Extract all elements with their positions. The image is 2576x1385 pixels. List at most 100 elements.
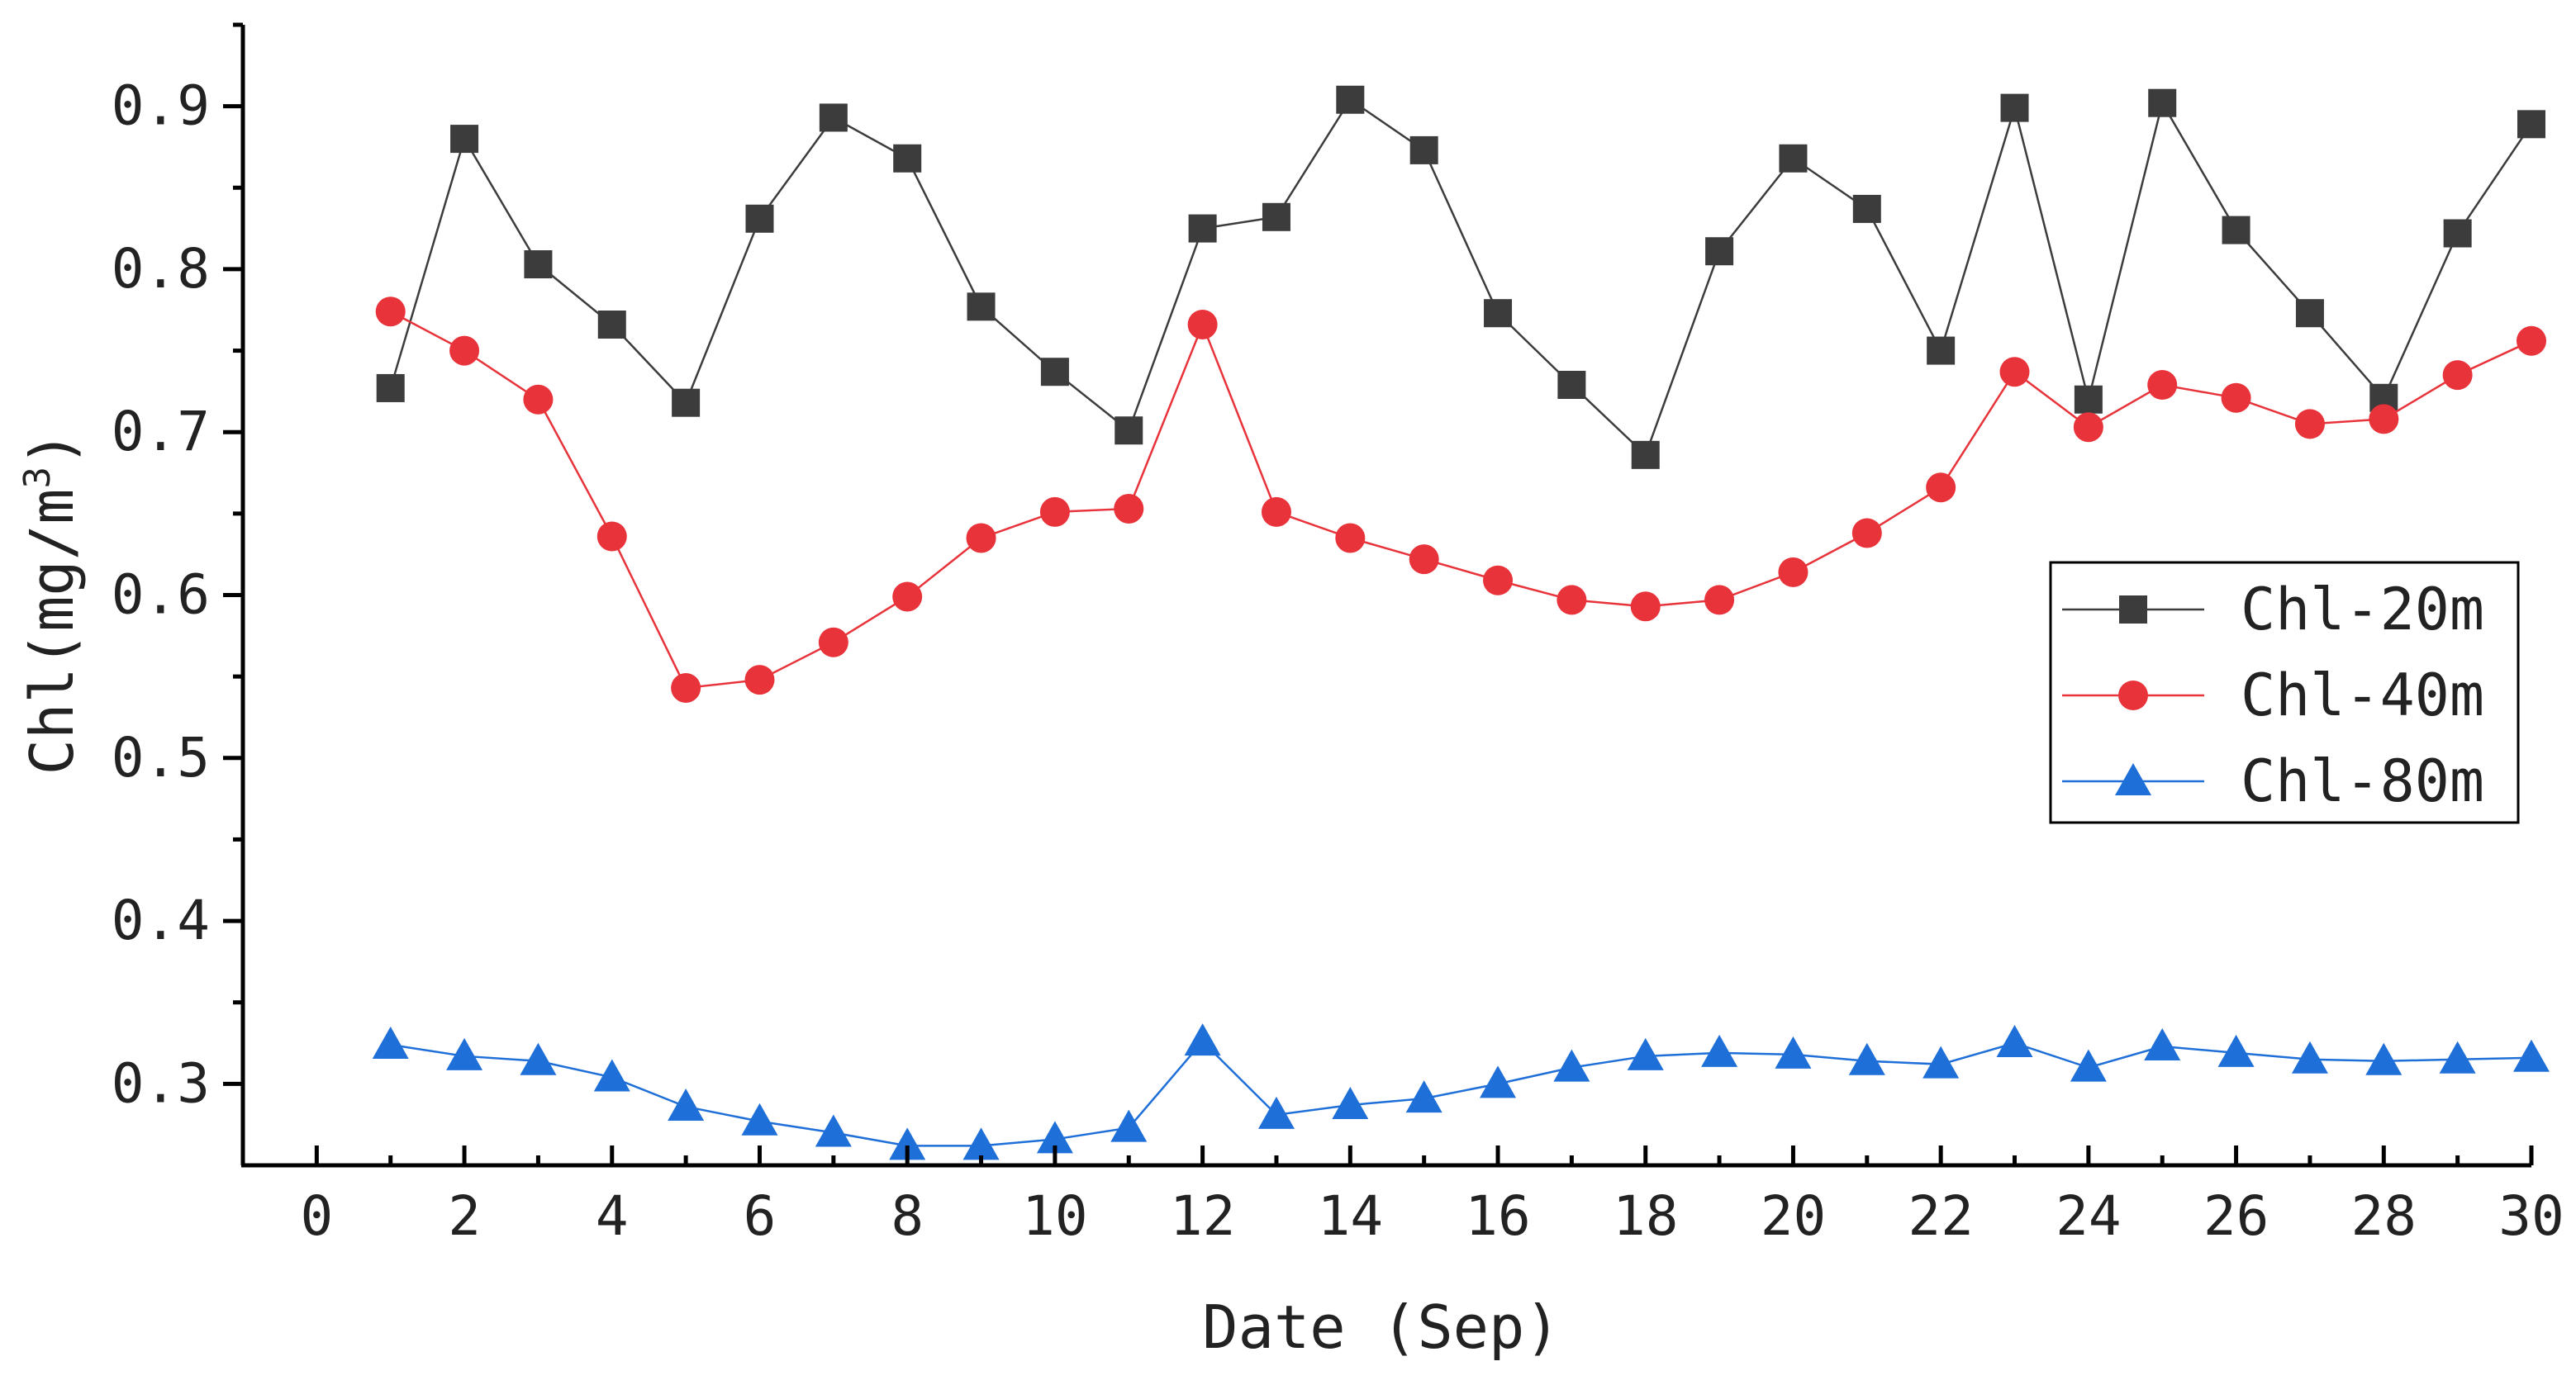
data-point	[1336, 85, 1365, 114]
data-point	[1261, 496, 1291, 527]
x-ticks: 0 2 4 6 8 10 12 14 16 18 20 22 24 26 28 30	[300, 1145, 2564, 1248]
data-point	[1484, 299, 1513, 328]
data-point	[744, 665, 775, 695]
data-point	[2365, 1042, 2403, 1075]
data-point	[892, 581, 923, 612]
data-point	[1851, 518, 1882, 548]
data-point	[2513, 1039, 2550, 1072]
series-line	[390, 1040, 2532, 1147]
data-point	[2439, 1041, 2476, 1074]
data-point	[2517, 110, 2545, 139]
y-ticks: 0.3 0.4 0.5 0.6 0.7 0.8 0.9	[112, 22, 243, 1115]
data-point	[1114, 493, 1144, 524]
legend-marker	[2119, 595, 2147, 624]
legend-label: Chl-40m	[2241, 662, 2484, 729]
data-point	[1335, 523, 1366, 553]
data-point	[741, 1103, 778, 1136]
data-point	[818, 627, 848, 657]
data-point	[1704, 585, 1735, 615]
data-point	[1036, 1121, 1073, 1154]
x-tick-label: 12	[1170, 1184, 1235, 1248]
data-point	[1188, 214, 1217, 243]
data-point	[1705, 237, 1734, 266]
data-point	[376, 373, 405, 402]
data-point	[1332, 1087, 1369, 1120]
y-axis-title-base: Chl(mg/m	[17, 489, 87, 776]
legend-entry: Chl-40m	[2062, 662, 2484, 729]
legend-label: Chl-80m	[2241, 747, 2484, 815]
legend-label: Chl-20m	[2241, 576, 2484, 643]
data-point	[2221, 382, 2251, 413]
data-point	[2222, 216, 2250, 244]
data-point	[2217, 1034, 2255, 1067]
data-point	[2295, 299, 2324, 328]
data-point	[1779, 144, 1808, 173]
data-point	[1184, 1023, 1221, 1056]
data-point	[2517, 325, 2546, 356]
x-tick-label: 18	[1613, 1184, 1678, 1248]
data-point	[597, 311, 626, 339]
legend-entry: Chl-20m	[2062, 576, 2484, 643]
data-point	[815, 1114, 852, 1147]
data-point	[2144, 1027, 2181, 1060]
series-Chl-80m	[372, 1023, 2550, 1160]
data-point	[671, 672, 701, 703]
x-tick-label: 2	[448, 1184, 481, 1248]
data-point	[1480, 1065, 1517, 1098]
legend-entries: Chl-20m Chl-40m Chl-80m	[2062, 576, 2484, 815]
data-point	[1557, 585, 1587, 615]
legend-marker	[2118, 681, 2148, 710]
data-point	[596, 521, 627, 552]
data-point	[672, 388, 701, 417]
series-Chl-40m	[375, 296, 2546, 703]
legend-marker	[2115, 763, 2151, 795]
data-point	[2291, 1041, 2328, 1074]
x-tick-label: 6	[744, 1184, 777, 1248]
x-axis-title: Date (Sep)	[1202, 1293, 1560, 1362]
y-tick-label: 0.9	[112, 74, 210, 138]
legend: Chl-20m Chl-40m Chl-80m	[2049, 561, 2520, 824]
data-point	[1115, 416, 1143, 445]
data-point	[2443, 219, 2472, 248]
data-point	[1262, 202, 1290, 231]
x-tick-label: 4	[596, 1184, 629, 1248]
data-point	[523, 384, 554, 415]
data-point	[2148, 88, 2177, 117]
y-tick-label: 0.4	[112, 889, 210, 952]
data-point	[1631, 440, 1660, 469]
data-point	[893, 144, 922, 173]
data-point	[1483, 565, 1514, 595]
x-tick-label: 16	[1465, 1184, 1530, 1248]
data-point	[372, 1027, 409, 1060]
x-tick-label: 14	[1318, 1184, 1383, 1248]
series-line	[389, 97, 2533, 458]
data-point	[745, 204, 774, 233]
x-tick-label: 8	[891, 1184, 924, 1248]
data-point	[2074, 385, 2103, 414]
data-point	[524, 250, 553, 279]
data-point	[1852, 194, 1881, 223]
y-tick-label: 0.8	[112, 237, 210, 301]
data-point	[1996, 1025, 2033, 1058]
x-tick-label: 26	[2203, 1184, 2269, 1248]
y-tick-label: 0.5	[112, 726, 210, 790]
data-point	[668, 1088, 705, 1121]
data-point	[2000, 93, 2029, 122]
data-point	[1553, 1049, 1590, 1082]
data-point	[1040, 358, 1069, 387]
y-tick-label: 0.7	[112, 400, 210, 463]
data-point	[1848, 1042, 1885, 1075]
plot-lines	[372, 85, 2550, 1160]
data-point	[1409, 544, 1439, 575]
data-point	[1257, 1096, 1295, 1129]
data-point	[2070, 1049, 2107, 1082]
y-axis-title: Chl(mg/m3)	[17, 431, 87, 776]
data-point	[2442, 360, 2473, 391]
data-point	[889, 1127, 926, 1160]
x-tick-label: 28	[2351, 1184, 2417, 1248]
y-axis-title-close: )	[17, 431, 87, 467]
data-point	[1927, 336, 1956, 365]
data-point	[446, 1037, 483, 1070]
data-point	[2147, 370, 2178, 401]
data-point	[450, 125, 479, 154]
